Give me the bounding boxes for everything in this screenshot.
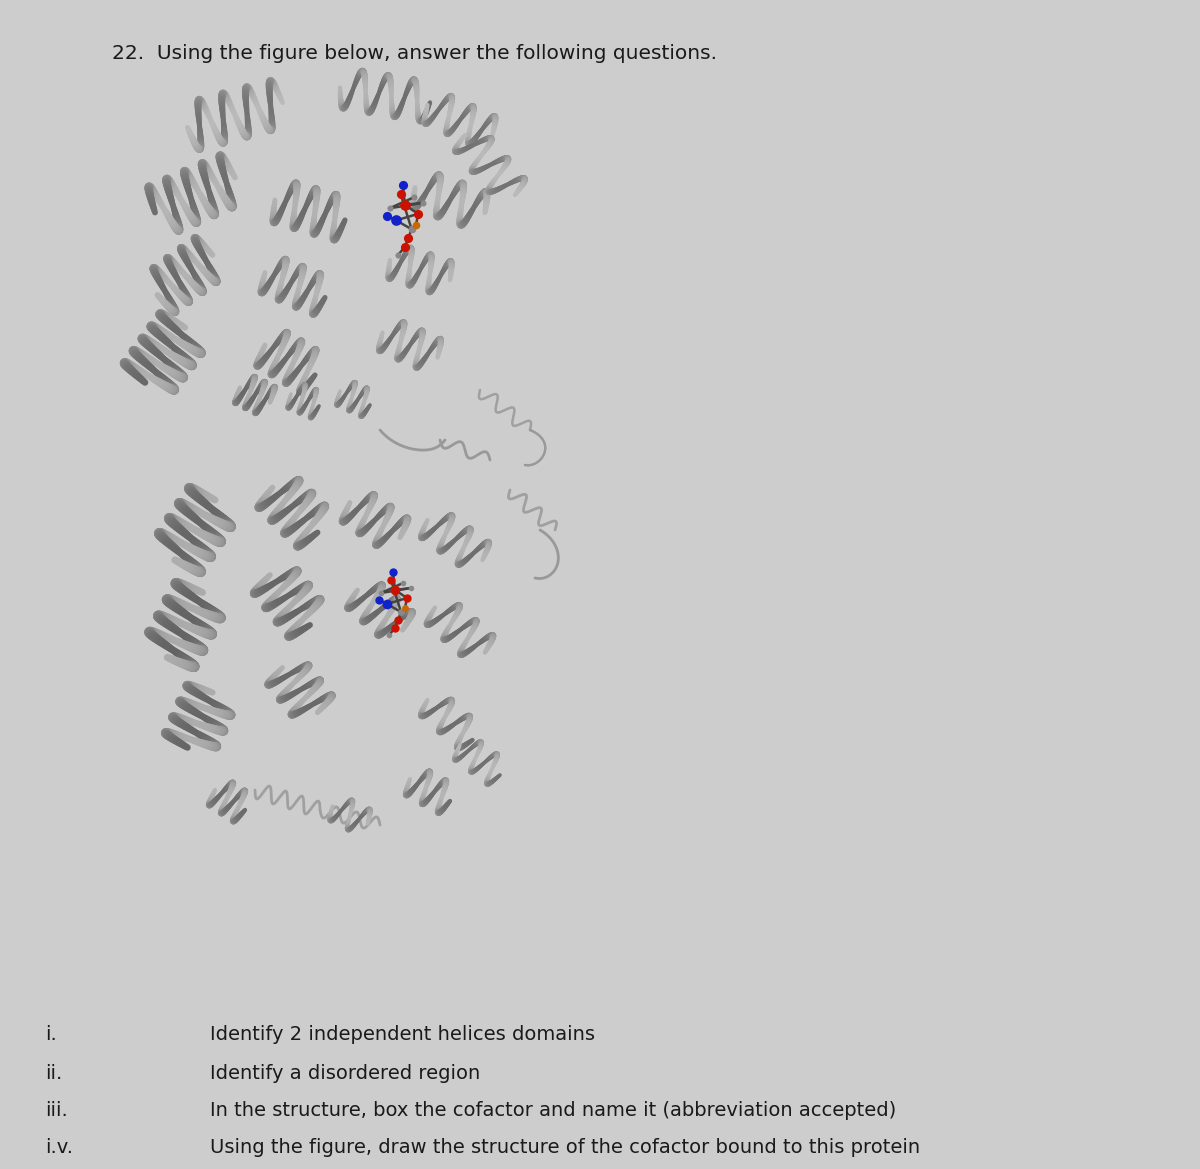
Text: Using the figure, draw the structure of the cofactor bound to this protein: Using the figure, draw the structure of … [210, 1139, 920, 1157]
Text: 22.  Using the figure below, answer the following questions.: 22. Using the figure below, answer the f… [112, 44, 716, 63]
Text: Identify a disordered region: Identify a disordered region [210, 1064, 480, 1082]
Text: Identify 2 independent helices domains: Identify 2 independent helices domains [210, 1025, 595, 1044]
Text: i.: i. [46, 1025, 58, 1044]
Text: ii.: ii. [46, 1064, 62, 1082]
Text: In the structure, box the cofactor and name it (abbreviation accepted): In the structure, box the cofactor and n… [210, 1101, 896, 1120]
Text: i.v.: i.v. [46, 1139, 73, 1157]
Text: iii.: iii. [46, 1101, 68, 1120]
